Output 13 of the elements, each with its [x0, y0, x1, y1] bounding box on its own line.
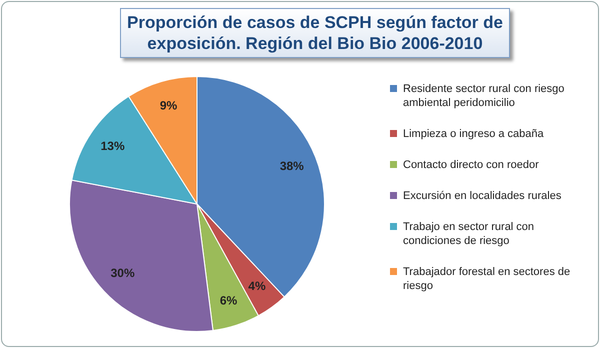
data-label: 6%: [220, 293, 238, 308]
legend-label: Trabajador forestal en sectores de riesgo: [403, 265, 572, 293]
legend-label: Residente sector rural con riesgo ambiental peridomicilio: [403, 82, 566, 110]
chart-title: Proporción de casos de SCPH según factor de exposición. Región del Bio Bio 2006-2010: [120, 8, 510, 58]
legend-label: Contacto directo con roedor: [403, 158, 539, 172]
legend-label: Limpieza o ingreso a cabaña: [403, 127, 544, 141]
data-label: 38%: [280, 158, 304, 173]
data-label: 9%: [160, 98, 178, 112]
legend-label: Trabajo en sector rural con condiciones de riesgo: [403, 220, 536, 248]
data-label: 13%: [100, 138, 125, 153]
data-label: 30%: [110, 266, 135, 280]
legend-label: Excursión en localidades rurales: [403, 189, 562, 203]
data-label: 4%: [248, 278, 266, 293]
